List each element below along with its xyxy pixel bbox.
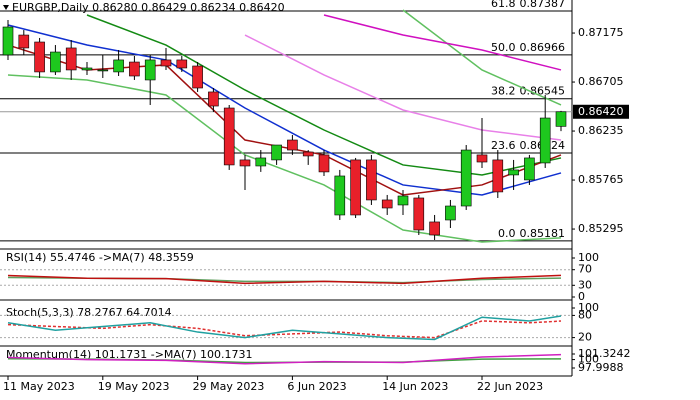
candle-body <box>192 65 203 89</box>
indicator-line <box>244 34 562 141</box>
fib-ratio: 0.0 <box>498 227 516 240</box>
x-tick-label: 29 May 2023 <box>193 380 265 393</box>
candle-body <box>413 197 425 231</box>
fib-ratio: 50.0 <box>491 41 516 54</box>
y-tick-label: 0.86235 <box>578 124 624 137</box>
candle-body <box>381 199 393 209</box>
candle-body <box>160 59 172 67</box>
indicator-line <box>7 74 562 243</box>
candle-body <box>318 154 330 173</box>
candle-body <box>239 159 251 167</box>
candle-body <box>113 59 124 73</box>
candle-body <box>65 47 77 71</box>
candle-body <box>555 111 567 127</box>
last-price-label: 0.86420 <box>578 105 624 118</box>
indicator-line <box>7 320 562 339</box>
x-tick-label: 22 Jun 2023 <box>477 380 543 393</box>
y-tick-label: 100 <box>578 251 599 264</box>
candle-body <box>271 144 282 161</box>
indicator-line <box>7 315 562 341</box>
y-tick-label: 0.85295 <box>578 222 624 235</box>
candle-body <box>97 69 109 72</box>
fib-label: 61.8 0.87387 <box>491 0 565 10</box>
candle-body <box>334 175 346 216</box>
candle-body <box>144 59 156 81</box>
y-tick-label: 70 <box>578 263 592 276</box>
panel-title: RSI(14) 55.4746 ->MA(7) 48.3559 <box>6 251 194 264</box>
candle-body <box>429 221 440 236</box>
candle-body <box>18 34 30 49</box>
fib-ratio: 23.6 <box>491 139 516 152</box>
y-tick-label: 0.86705 <box>578 75 624 88</box>
candle-body <box>492 159 504 193</box>
fib-price: 0.86966 <box>520 41 566 54</box>
y-tick-label: 100 <box>578 301 599 314</box>
y-tick-label: 97.9988 <box>578 361 624 374</box>
indicator-line <box>86 14 562 176</box>
y-tick-label: 30 <box>578 278 592 291</box>
fib-price: 0.85181 <box>520 227 566 240</box>
indicator-line <box>402 9 562 106</box>
candle-body <box>81 67 93 71</box>
fib-label: 0.0 0.85181 <box>498 227 565 240</box>
candle-body <box>460 149 472 207</box>
candle-body <box>255 157 267 167</box>
candle-body <box>50 51 61 73</box>
header-icon <box>3 5 9 10</box>
candle-body <box>129 61 140 77</box>
x-tick-label: 19 May 2023 <box>98 380 170 393</box>
candle-body <box>34 41 45 73</box>
fib-ratio: 38.2 <box>491 85 516 98</box>
panel-title: Momentum(14) 101.1731 ->MA(7) 100.1731 <box>6 348 253 361</box>
chart-title: EURGBP,Daily 0.86280 0.86429 0.86234 0.8… <box>12 1 285 14</box>
indicator-line <box>323 14 562 71</box>
candle-body <box>302 151 314 157</box>
y-tick-label: 0.85765 <box>578 173 624 186</box>
candle-body <box>508 169 519 176</box>
candle-body <box>208 91 219 107</box>
x-tick-label: 6 Jun 2023 <box>287 380 346 393</box>
fib-ratio: 61.8 <box>491 0 516 10</box>
candle-body <box>366 159 377 201</box>
fib-label: 23.60.86024 <box>491 139 565 152</box>
y-tick-label: 20 <box>578 331 592 344</box>
y-tick-label: 0 <box>578 290 585 303</box>
fib-price: 0.86545 <box>520 85 566 98</box>
candle-body <box>2 26 14 56</box>
y-tick-label: 80 <box>578 308 592 321</box>
y-tick-label: 100 <box>578 353 599 366</box>
candle-body <box>350 159 361 216</box>
x-tick-label: 11 May 2023 <box>3 380 75 393</box>
indicator-line <box>7 353 562 365</box>
candle-body <box>539 117 551 164</box>
candle-body <box>476 154 488 163</box>
y-tick-label: 0.87175 <box>578 26 624 39</box>
fib-price: 0.87387 <box>520 0 566 10</box>
last-price-box <box>573 104 629 119</box>
candle-body <box>445 205 456 221</box>
x-tick-label: 14 Jun 2023 <box>382 380 448 393</box>
fib-label: 38.2 0.86545 <box>491 85 565 98</box>
indicator-line <box>7 274 562 285</box>
candle-body <box>524 157 535 181</box>
candle-body <box>397 195 409 206</box>
fib-label: 50.0 0.86966 <box>491 41 565 54</box>
candle-body <box>223 107 235 166</box>
candle-body <box>176 59 188 69</box>
panel-title: Stoch(5,3,3) 78.2767 64.7014 <box>6 306 172 319</box>
candle-body <box>287 139 298 151</box>
y-tick-label: 101.3242 <box>578 347 631 360</box>
